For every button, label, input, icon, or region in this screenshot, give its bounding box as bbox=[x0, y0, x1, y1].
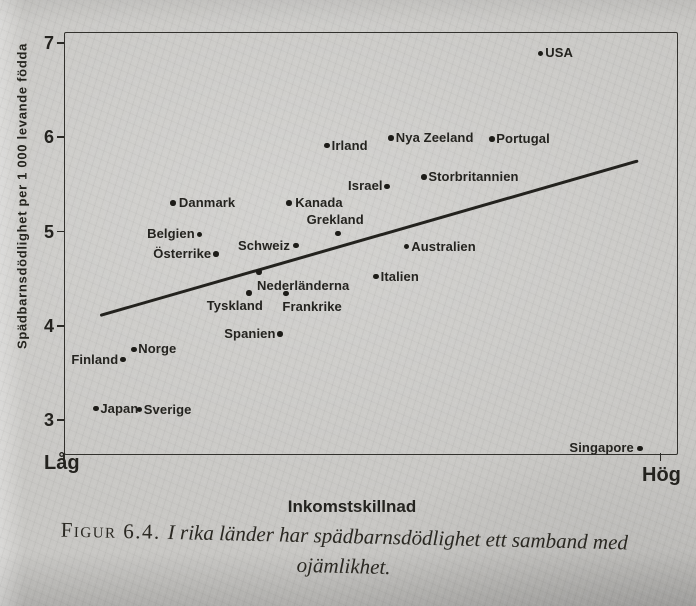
data-point-label: Sverige bbox=[143, 401, 192, 417]
data-point-dot bbox=[403, 243, 410, 250]
y-tick bbox=[57, 419, 64, 421]
y-tick bbox=[57, 42, 64, 44]
data-point-dot bbox=[196, 231, 202, 238]
data-point-dot bbox=[384, 183, 390, 189]
data-point-label: USA bbox=[545, 45, 573, 61]
data-point-label: Grekland bbox=[306, 211, 364, 227]
data-point-label: Storbritannien bbox=[428, 168, 519, 184]
data-point-label: Australien bbox=[411, 238, 476, 254]
data-point-label: Spanien bbox=[224, 326, 276, 342]
y-tick-label: 4 bbox=[43, 315, 54, 336]
data-point-label: Tyskland bbox=[206, 298, 263, 314]
data-point-label: Singapore bbox=[569, 440, 634, 456]
y-tick-label: 6 bbox=[43, 127, 54, 148]
data-point-dot bbox=[93, 405, 99, 412]
plot-frame bbox=[64, 32, 678, 455]
data-point-dot bbox=[120, 356, 126, 363]
data-point-label: Schweiz bbox=[237, 237, 290, 253]
data-point-dot bbox=[489, 136, 495, 142]
data-point-dot bbox=[324, 142, 330, 149]
y-tick bbox=[57, 324, 64, 327]
data-point-label: Portugal bbox=[496, 131, 550, 147]
data-point-dot bbox=[335, 230, 341, 237]
x-axis-min-label: Låg bbox=[44, 452, 80, 474]
data-point-dot bbox=[256, 269, 262, 275]
data-point-dot bbox=[373, 273, 379, 280]
data-point-label: Israel bbox=[348, 178, 383, 194]
data-point-dot bbox=[388, 135, 394, 141]
data-point-dot bbox=[286, 200, 292, 206]
x-end-tick bbox=[63, 453, 65, 461]
x-axis-max-label: Hög bbox=[642, 464, 681, 486]
caption-text-line2: ojämlikhet. bbox=[296, 552, 391, 580]
data-point-label: Norge bbox=[138, 341, 177, 357]
data-point-dot bbox=[277, 331, 283, 337]
data-point-label: Kanada bbox=[295, 195, 343, 211]
y-tick-label: 3 bbox=[43, 410, 54, 430]
y-tick bbox=[57, 230, 64, 233]
data-point-dot bbox=[637, 445, 643, 452]
y-tick-label: 5 bbox=[43, 221, 54, 242]
data-point-dot bbox=[213, 251, 219, 257]
data-point-label: Finland bbox=[71, 351, 119, 367]
data-point-label: Irland bbox=[331, 137, 368, 153]
x-axis-title: Inkomstskillnad bbox=[287, 497, 417, 516]
data-point-dot bbox=[170, 200, 176, 206]
data-point-dot bbox=[131, 346, 137, 353]
y-tick-label: 7 bbox=[43, 33, 54, 53]
data-point-dot bbox=[136, 406, 143, 413]
data-point-dot bbox=[293, 242, 299, 249]
caption-figure-number: Figur 6.4. bbox=[60, 517, 162, 544]
data-point-label: Belgien bbox=[147, 226, 195, 242]
data-point-label: Italien bbox=[380, 268, 419, 284]
data-point-label: Frankrike bbox=[282, 299, 342, 315]
x-end-tick bbox=[659, 453, 662, 461]
data-point-dot bbox=[537, 50, 544, 57]
data-point-dot bbox=[283, 290, 289, 297]
data-point-dot bbox=[246, 290, 252, 296]
data-point-label: Danmark bbox=[178, 195, 236, 211]
data-point-label: Japan bbox=[100, 400, 139, 416]
data-point-label: Österrike bbox=[153, 246, 212, 262]
data-point-label: Nya Zeeland bbox=[395, 130, 474, 146]
data-point-dot bbox=[421, 174, 427, 180]
y-tick bbox=[57, 136, 64, 139]
data-point-label: Nederländerna bbox=[257, 277, 350, 293]
